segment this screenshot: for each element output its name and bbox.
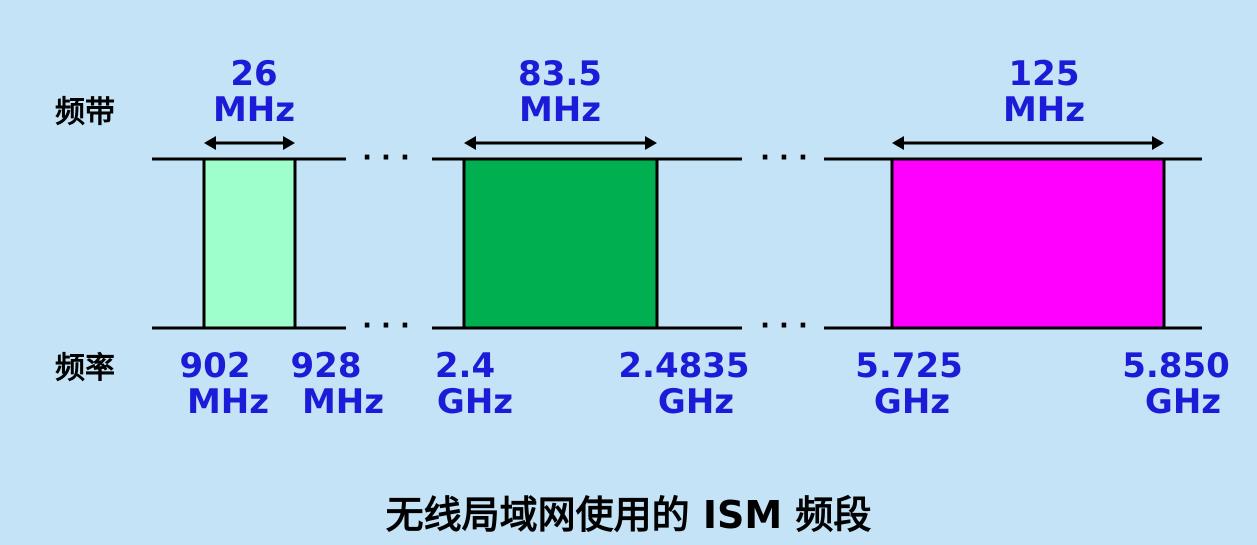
diagram-caption: 无线局域网使用的 ISM 频段	[385, 493, 872, 537]
band-2-width-label: 83.5 MHz	[518, 54, 602, 130]
ellipsis-top-2: · · ·	[760, 143, 808, 173]
band-3-end-label: 5.850 GHz	[1122, 346, 1230, 422]
ellipsis-top-1: · · ·	[362, 143, 410, 173]
band-1-end-label: 928 MHz	[290, 346, 385, 422]
bandwidth-row-label: 频带	[55, 95, 115, 130]
band-3-width-label: 125 MHz	[1002, 54, 1086, 130]
band-1-width-label: 26 MHz	[212, 54, 296, 130]
band-2-end-label: 2.4835 GHz	[618, 346, 750, 422]
ellipsis-bottom-2: · · ·	[760, 311, 808, 341]
width-arrow-1	[204, 136, 295, 150]
ellipsis-bottom-1: · · ·	[362, 311, 410, 341]
frequency-row-label: 频率	[55, 351, 115, 386]
band-2400-2483-rect	[462, 157, 659, 330]
band-5725-5850-rect	[890, 157, 1166, 330]
band-3-start-label: 5.725 GHz	[855, 346, 963, 422]
width-arrow-3	[892, 136, 1164, 150]
band-902-928-rect	[202, 157, 297, 330]
width-arrow-2	[464, 136, 657, 150]
band-2-start-label: 2.4 GHz	[434, 346, 514, 422]
band-1-start-label: 902 MHz	[179, 346, 270, 422]
